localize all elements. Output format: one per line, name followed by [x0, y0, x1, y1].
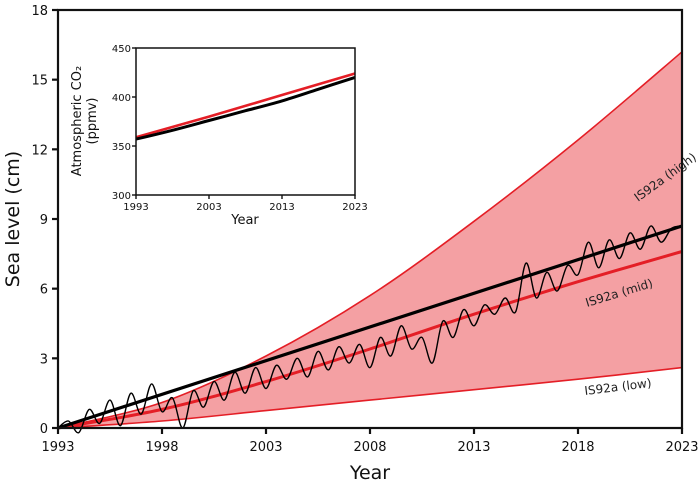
observed-sea-level-line	[57, 225, 683, 434]
y-tick-label: 15	[31, 74, 48, 89]
x-tick-label: 1998	[145, 440, 178, 455]
label-is92a-low: IS92a (low)	[584, 376, 653, 398]
y-tick-label: 6	[40, 283, 48, 298]
x-tick-label: 2023	[665, 440, 698, 455]
main-plot: IS92a (high) IS92a (mid) IS92a (low) 199…	[2, 4, 699, 484]
inset-x-tick-label: 2003	[196, 202, 221, 213]
inset-y-tick-label: 450	[112, 44, 131, 55]
is92a-high-line	[57, 51, 683, 429]
x-tick-label: 2003	[249, 440, 282, 455]
inset-x-tick-label: 2013	[269, 202, 294, 213]
x-tick-label: 1993	[41, 440, 74, 455]
y-tick-label: 12	[31, 143, 48, 158]
y-tick-label: 0	[40, 422, 48, 437]
x-tick-label: 2018	[561, 440, 594, 455]
inset-is92a-co2-line	[135, 72, 356, 139]
y-tick-label: 18	[31, 4, 48, 19]
inset-x-axis-title: Year	[230, 213, 259, 228]
x-tick-label: 2008	[353, 440, 386, 455]
y-axis-title: Sea level (cm)	[2, 151, 24, 287]
inset-y-tick-label: 300	[112, 191, 131, 202]
inset-y-axis-ticks: 300 350 400 450	[112, 44, 136, 202]
inset-x-tick-label: 1993	[123, 202, 148, 213]
inset-x-tick-label: 2023	[342, 202, 367, 213]
inset-y-tick-label: 400	[112, 93, 131, 104]
is92a-mid-line	[57, 250, 683, 430]
inset-y-axis-title-line2: (ppmv)	[85, 97, 100, 144]
inset-background	[62, 26, 372, 232]
inset-y-tick-label: 350	[112, 142, 131, 153]
inset-observed-co2-line	[135, 75, 356, 141]
y-axis-ticks: 0 3 6 9 12 15 18	[31, 4, 58, 437]
co2-inset-chart: 1993 2003 2013 2023 300 350 400 450 Year Atmos…	[62, 26, 372, 232]
is92a-low-line	[57, 366, 683, 429]
observed-trend-line	[57, 224, 683, 430]
is92a-range-band	[58, 51, 682, 429]
x-axis-ticks: 1993 1998 2003 2008 2013 2018 2023	[41, 428, 699, 455]
x-axis-title: Year	[349, 462, 390, 484]
inset-y-axis-title-line1: Atmospheric CO₂	[70, 66, 85, 176]
x-tick-label: 2013	[457, 440, 490, 455]
y-tick-label: 3	[40, 352, 48, 367]
inset-frame	[135, 47, 356, 196]
y-tick-label: 9	[40, 213, 48, 228]
